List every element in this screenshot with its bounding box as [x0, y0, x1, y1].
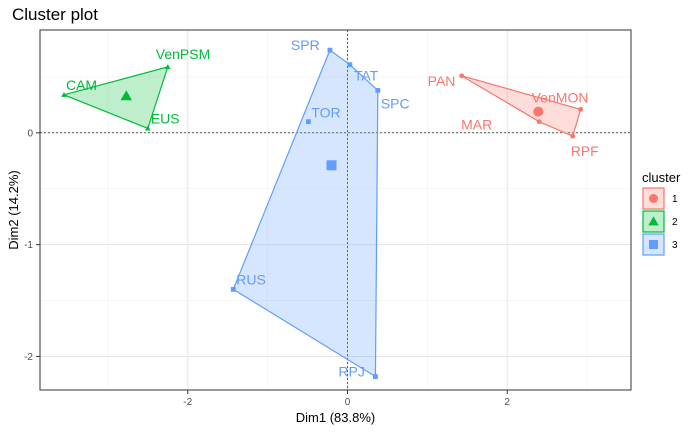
- data-point: [145, 125, 151, 131]
- point-label: SPC: [381, 95, 410, 111]
- data-point: [327, 47, 333, 53]
- y-tick-label: 0: [27, 128, 33, 139]
- point-label: VenPSM: [156, 46, 210, 62]
- y-tick-label: -1: [24, 240, 33, 251]
- point-label: PAN: [428, 73, 456, 89]
- point-label: EUS: [151, 110, 180, 126]
- panel-background: [40, 30, 631, 390]
- y-axis-title: Dim2 (14.2%): [6, 170, 21, 249]
- legend: cluster 1 2 3: [642, 170, 681, 256]
- point-label: RPJ: [338, 364, 364, 380]
- point-label: SPR: [291, 37, 320, 53]
- data-point: [373, 374, 378, 379]
- legend-marker-1: [649, 194, 658, 203]
- point-label: TAT: [354, 68, 379, 84]
- data-point: [230, 286, 236, 292]
- panel-border: [39, 29, 632, 391]
- x-tick-label: 2: [504, 397, 510, 408]
- data-point: [305, 119, 311, 125]
- data-point: [347, 62, 353, 68]
- cluster-center-3: [326, 160, 337, 171]
- data-point: [165, 64, 171, 69]
- x-axis-title: Dim1 (83.8%): [296, 410, 375, 425]
- point-label: CAM: [66, 77, 97, 93]
- x-tick-label: -2: [183, 397, 192, 408]
- legend-title: cluster: [642, 170, 681, 185]
- data-point: [536, 119, 542, 125]
- data-point: [570, 133, 576, 139]
- point-label: VenMON: [532, 89, 589, 105]
- cluster-center-1: [533, 106, 544, 117]
- cluster-center-2: [120, 90, 133, 101]
- legend-label-3: 3: [672, 240, 678, 251]
- point-label: TOR: [311, 105, 340, 121]
- data-point: [459, 73, 465, 79]
- x-tick-label: 0: [345, 397, 351, 408]
- data-point: [61, 92, 67, 97]
- cluster-hull-3: [232, 49, 379, 378]
- y-tick-label: -2: [24, 352, 33, 363]
- point-label: RUS: [236, 271, 266, 287]
- cluster-hull-2: [62, 66, 169, 130]
- data-point: [375, 87, 381, 93]
- point-label: MAR: [461, 117, 492, 133]
- point-label: RPF: [571, 143, 599, 159]
- chart-title: Cluster plot: [12, 5, 98, 24]
- data-point: [578, 106, 584, 112]
- legend-label-1: 1: [672, 194, 678, 205]
- legend-label-2: 2: [672, 217, 678, 228]
- legend-marker-2: [648, 216, 659, 226]
- legend-marker-3: [649, 240, 658, 249]
